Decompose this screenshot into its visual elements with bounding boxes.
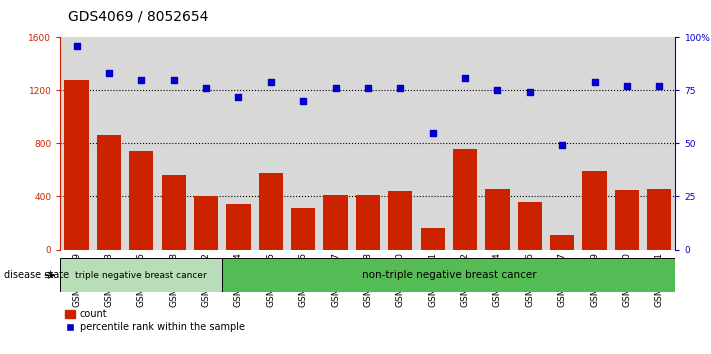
Point: [265, 79, 277, 85]
Bar: [384, 37, 417, 250]
Bar: [518, 202, 542, 250]
Point: [395, 85, 406, 91]
Bar: [259, 173, 283, 250]
Bar: [643, 37, 675, 250]
Bar: [60, 258, 223, 292]
Bar: [161, 175, 186, 250]
Bar: [550, 235, 574, 250]
Bar: [420, 228, 445, 250]
Point: [168, 77, 179, 82]
Point: [103, 70, 114, 76]
Bar: [513, 37, 546, 250]
Bar: [319, 37, 352, 250]
Legend: count, percentile rank within the sample: count, percentile rank within the sample: [65, 309, 245, 332]
Point: [232, 94, 244, 99]
Bar: [190, 37, 223, 250]
Bar: [287, 37, 319, 250]
Point: [136, 77, 147, 82]
Point: [330, 85, 341, 91]
Bar: [158, 37, 190, 250]
Point: [524, 90, 535, 95]
Bar: [388, 191, 412, 250]
Point: [459, 75, 471, 80]
Point: [362, 85, 374, 91]
Point: [557, 143, 568, 148]
Bar: [615, 190, 639, 250]
Point: [492, 87, 503, 93]
Text: triple negative breast cancer: triple negative breast cancer: [75, 271, 207, 280]
Bar: [486, 189, 510, 250]
Bar: [125, 37, 158, 250]
Bar: [194, 196, 218, 250]
Bar: [223, 37, 255, 250]
Bar: [582, 171, 606, 250]
Bar: [352, 37, 384, 250]
Bar: [578, 37, 611, 250]
Bar: [546, 37, 578, 250]
Point: [621, 83, 633, 89]
Point: [297, 98, 309, 104]
Bar: [481, 37, 513, 250]
Bar: [60, 37, 93, 250]
Bar: [223, 258, 675, 292]
Point: [427, 130, 439, 136]
Point: [201, 85, 212, 91]
Bar: [417, 37, 449, 250]
Bar: [129, 152, 154, 250]
Text: GDS4069 / 8052654: GDS4069 / 8052654: [68, 9, 208, 23]
Bar: [647, 189, 671, 250]
Bar: [65, 80, 89, 250]
Text: non-triple negative breast cancer: non-triple negative breast cancer: [362, 270, 536, 280]
Bar: [291, 209, 316, 250]
Bar: [255, 37, 287, 250]
Bar: [97, 136, 121, 250]
Bar: [449, 37, 481, 250]
Text: disease state: disease state: [4, 270, 69, 280]
Point: [653, 83, 665, 89]
Bar: [611, 37, 643, 250]
Bar: [453, 149, 477, 250]
Bar: [356, 195, 380, 250]
Bar: [93, 37, 125, 250]
Point: [71, 43, 82, 48]
Bar: [324, 195, 348, 250]
Point: [589, 79, 600, 85]
Bar: [226, 205, 250, 250]
